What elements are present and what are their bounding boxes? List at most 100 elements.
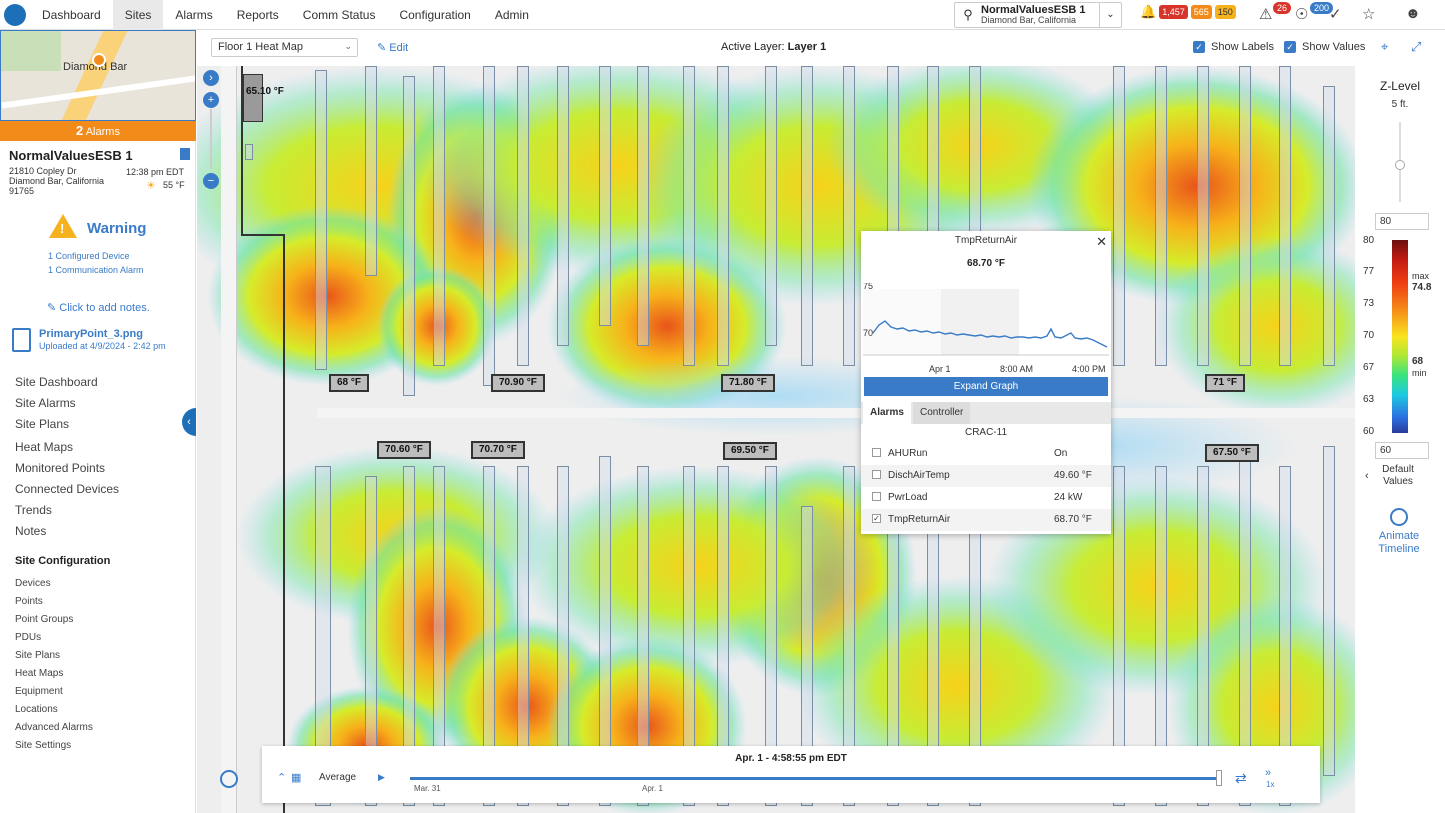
rack[interactable] <box>365 66 377 276</box>
fast-forward-icon[interactable]: » <box>1265 767 1272 779</box>
zoom-out-button[interactable]: − <box>203 173 219 189</box>
star-icon[interactable]: ☆ <box>1362 6 1376 23</box>
menu-heat-maps[interactable]: Heat Maps <box>15 440 74 454</box>
rack[interactable] <box>717 466 729 806</box>
warning-configured-device[interactable]: 1 Configured Device <box>48 251 130 261</box>
rack[interactable] <box>717 66 729 366</box>
heat-map-canvas[interactable]: 65.10 °F 68 °F 70.90 °F 71.80 °F 71 °F 7… <box>197 66 1355 813</box>
rack[interactable] <box>433 466 445 806</box>
rack[interactable] <box>1113 66 1125 366</box>
rack[interactable] <box>557 466 569 806</box>
warning-communication-alarm[interactable]: 1 Communication Alarm <box>48 265 144 275</box>
rack[interactable] <box>483 466 495 806</box>
show-values-label[interactable]: Show Values <box>1302 41 1366 53</box>
config-point-groups[interactable]: Point Groups <box>15 614 74 625</box>
site-selector[interactable]: ⚲ NormalValuesESB 1 Diamond Bar, Califor… <box>954 2 1122 28</box>
config-heat-maps[interactable]: Heat Maps <box>15 668 64 679</box>
point-row[interactable]: ✓ TmpReturnAir 68.70 °F <box>861 509 1111 531</box>
menu-site-alarms[interactable]: Site Alarms <box>15 396 76 410</box>
rack[interactable] <box>433 66 445 366</box>
calendar-icon[interactable]: ▦ <box>291 772 302 784</box>
major-alarm-count[interactable]: 565 <box>1190 5 1212 19</box>
point-row[interactable]: AHURun On <box>861 443 1111 465</box>
point-checkbox[interactable] <box>872 448 881 457</box>
rack[interactable] <box>403 466 415 806</box>
value-label[interactable]: 67.50 °F <box>1205 444 1259 462</box>
point-checkbox-checked[interactable]: ✓ <box>872 514 881 523</box>
tab-controller[interactable]: Controller <box>913 402 971 424</box>
edit-button[interactable]: ✎ Edit <box>377 42 409 54</box>
reset-view-icon[interactable] <box>220 770 238 788</box>
rack[interactable] <box>315 466 331 806</box>
rack[interactable] <box>599 456 611 806</box>
config-pdus[interactable]: PDUs <box>15 632 42 643</box>
notification-icon[interactable]: ⚠ <box>1259 6 1273 23</box>
config-equipment[interactable]: Equipment <box>15 686 63 697</box>
collapse-sidebar-button[interactable]: ‹ <box>182 408 196 436</box>
menu-monitored-points[interactable]: Monitored Points <box>15 461 106 475</box>
rack[interactable] <box>1155 466 1167 806</box>
rack[interactable] <box>517 466 529 806</box>
rack[interactable] <box>1279 466 1291 806</box>
rack[interactable] <box>801 506 813 806</box>
floor-select[interactable]: Floor 1 Heat Map ⌄ <box>211 38 358 57</box>
rack[interactable] <box>765 466 777 806</box>
sensor[interactable] <box>245 144 253 160</box>
nav-configuration[interactable]: Configuration <box>399 7 471 22</box>
rack[interactable] <box>765 66 777 346</box>
add-notes-link[interactable]: ✎ Click to add notes. <box>47 302 150 314</box>
user-icon[interactable]: ☻ <box>1405 5 1421 22</box>
chevron-up-icon[interactable]: ⌃ <box>277 772 287 784</box>
rack[interactable] <box>1279 66 1291 366</box>
crac-unit[interactable] <box>243 74 263 122</box>
bell-icon[interactable]: 🔔 <box>1140 4 1157 19</box>
nav-reports[interactable]: Reports <box>236 7 279 22</box>
tab-alarms[interactable]: Alarms <box>863 402 911 424</box>
animate-timeline-icon[interactable] <box>1390 508 1408 526</box>
value-label[interactable]: 70.60 °F <box>377 441 431 459</box>
nav-admin[interactable]: Admin <box>494 7 529 22</box>
minor-alarm-count[interactable]: 150 <box>1214 5 1236 19</box>
value-label[interactable]: 68 °F <box>329 374 370 392</box>
rack[interactable] <box>1323 86 1335 366</box>
show-values-checkbox[interactable]: ✓ <box>1284 41 1296 53</box>
config-site-plans[interactable]: Site Plans <box>15 650 61 661</box>
config-points[interactable]: Points <box>15 596 43 607</box>
app-logo[interactable] <box>0 0 30 30</box>
playback-speed[interactable]: 1x <box>1266 780 1275 789</box>
rack[interactable] <box>843 66 855 366</box>
rack[interactable] <box>1239 66 1251 366</box>
config-locations[interactable]: Locations <box>15 704 58 715</box>
pan-button[interactable]: › <box>203 70 219 86</box>
value-label[interactable]: 70.70 °F <box>471 441 525 459</box>
rack[interactable] <box>365 476 377 806</box>
menu-connected-devices[interactable]: Connected Devices <box>15 482 120 496</box>
value-label[interactable]: 69.50 °F <box>723 442 777 460</box>
rack[interactable] <box>517 66 529 366</box>
signal-icon[interactable]: ☉ <box>1295 6 1309 23</box>
lower-value-input[interactable]: 60 <box>1375 442 1429 459</box>
loop-icon[interactable]: ⇄ <box>1235 770 1247 786</box>
value-label[interactable]: 70.90 °F <box>491 374 545 392</box>
play-icon[interactable]: ▶ <box>378 772 385 782</box>
rack[interactable] <box>1323 446 1335 776</box>
fullscreen-icon[interactable]: ⤢ <box>1411 39 1422 54</box>
menu-notes[interactable]: Notes <box>15 524 47 538</box>
point-row[interactable]: PwrLoad 24 kW <box>861 487 1111 509</box>
menu-site-plans[interactable]: Site Plans <box>15 417 70 431</box>
file-name[interactable]: PrimaryPoint_3.png <box>39 328 143 340</box>
nav-sites[interactable]: Sites <box>112 0 164 30</box>
expand-graph-button[interactable]: Expand Graph <box>864 377 1108 396</box>
z-level-handle[interactable] <box>1395 160 1405 170</box>
show-labels-label[interactable]: Show Labels <box>1211 41 1274 53</box>
chevron-down-icon[interactable]: ⌄ <box>1099 3 1121 27</box>
nav-comm-status[interactable]: Comm Status <box>302 7 376 22</box>
nav-alarms[interactable]: Alarms <box>175 7 213 22</box>
point-checkbox[interactable] <box>872 470 881 479</box>
timeline-handle[interactable] <box>1216 770 1222 786</box>
rack[interactable] <box>683 466 695 806</box>
animate-timeline-button[interactable]: Animate Timeline <box>1378 530 1420 555</box>
zoom-in-button[interactable]: + <box>203 92 219 108</box>
nav-dashboard[interactable]: Dashboard <box>42 7 101 22</box>
rack[interactable] <box>843 466 855 806</box>
